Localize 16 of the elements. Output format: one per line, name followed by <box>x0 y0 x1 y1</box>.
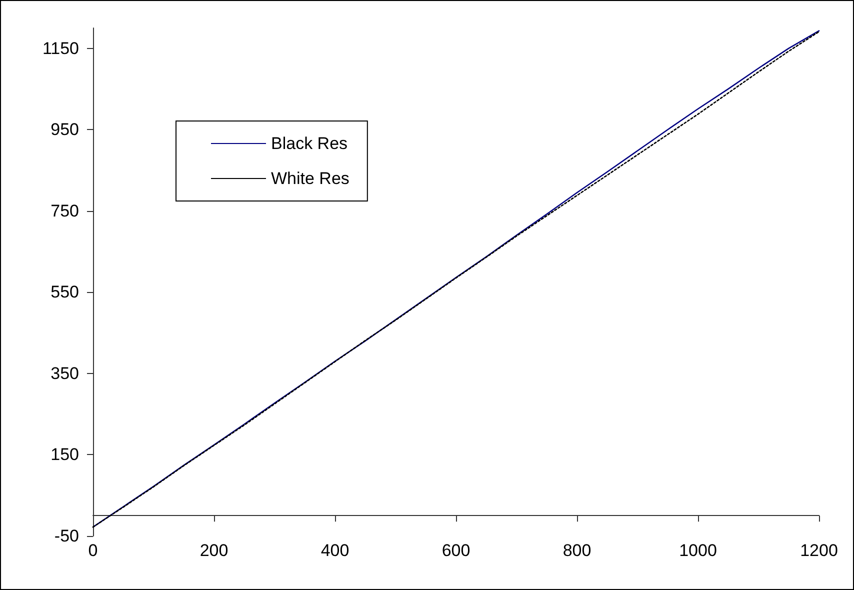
y-tick-label: 750 <box>50 201 79 220</box>
legend-label: White Res <box>271 169 350 188</box>
legend-label: Black Res <box>271 134 348 153</box>
x-tick-label: 400 <box>320 541 350 560</box>
x-tick-label: 0 <box>88 541 98 560</box>
y-tick-label: 350 <box>50 364 79 383</box>
y-tick-label: -50 <box>54 526 79 546</box>
y-tick-label: 1150 <box>42 38 79 58</box>
x-tick-label: 1200 <box>800 541 838 560</box>
x-tick-label: 1000 <box>679 541 717 560</box>
y-tick-label: 950 <box>50 120 79 140</box>
y-tick-label: 150 <box>50 445 79 464</box>
x-tick-label: 600 <box>442 541 470 560</box>
x-tick-label: 200 <box>200 541 228 560</box>
x-tick-label: 800 <box>562 541 592 560</box>
y-tick-label: 550 <box>50 282 79 302</box>
